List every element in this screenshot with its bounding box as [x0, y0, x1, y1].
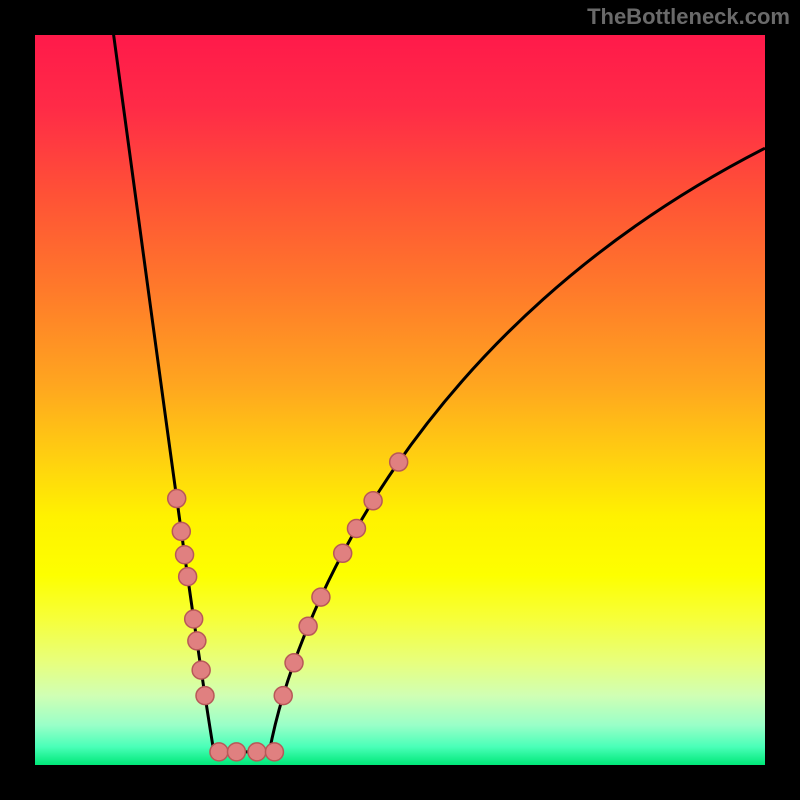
data-point — [265, 743, 283, 761]
data-point — [192, 661, 210, 679]
data-point — [227, 743, 245, 761]
data-point — [196, 687, 214, 705]
data-point — [179, 568, 197, 586]
data-point — [274, 687, 292, 705]
data-point — [285, 654, 303, 672]
data-point — [347, 519, 365, 537]
data-point — [168, 490, 186, 508]
watermark-text: TheBottleneck.com — [587, 4, 790, 30]
data-point — [172, 522, 190, 540]
data-point — [364, 492, 382, 510]
plot-svg — [35, 35, 765, 765]
data-point — [390, 453, 408, 471]
data-point — [176, 546, 194, 564]
data-point — [210, 743, 228, 761]
data-point — [299, 617, 317, 635]
data-point — [334, 544, 352, 562]
data-point — [248, 743, 266, 761]
data-point — [188, 632, 206, 650]
data-point — [185, 610, 203, 628]
gradient-background — [35, 35, 765, 765]
data-point — [312, 588, 330, 606]
plot-container — [35, 35, 765, 765]
